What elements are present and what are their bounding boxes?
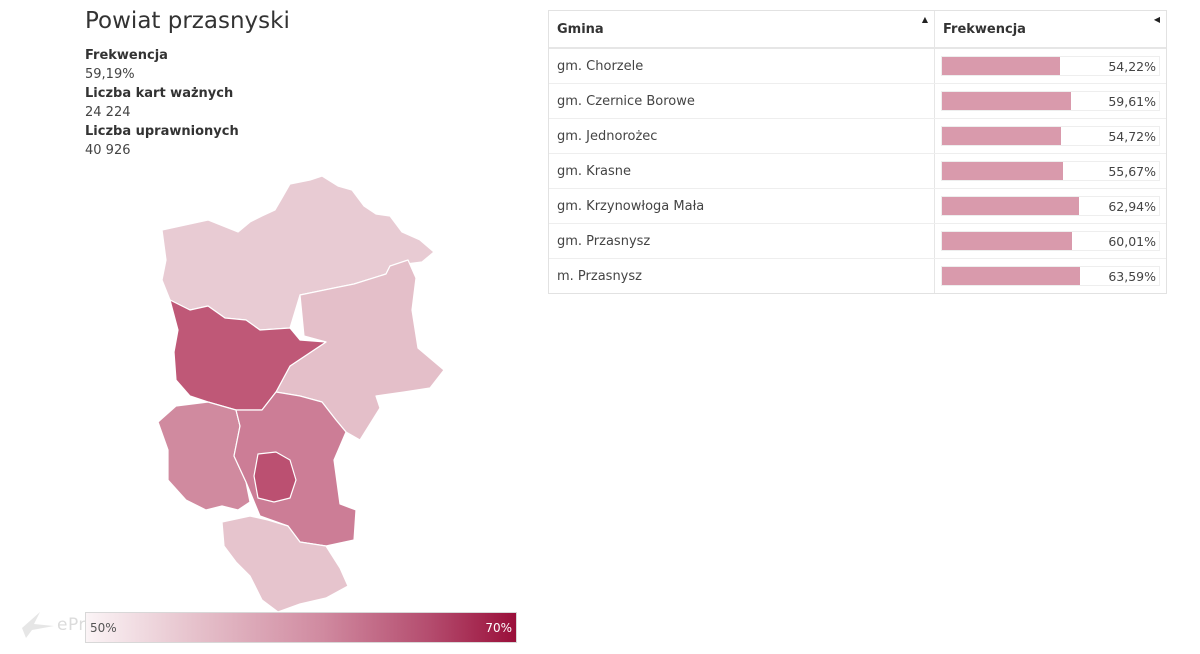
gmina-name: gm. Krasne [549,153,935,189]
turnout-table: Gmina ▲ Frekwencja ◀ gm. Chorzele 54,22%… [548,10,1167,294]
table-header-row: Gmina ▲ Frekwencja ◀ [549,11,1166,49]
color-scale-legend: 50% 70% [85,612,517,643]
turnout-value: 63,59% [1108,269,1156,284]
turnout-value: 54,72% [1108,129,1156,144]
turnout-bar [942,267,1080,285]
turnout-bar-track [941,231,1160,251]
stats-panel: Frekwencja 59,19% Liczba kart ważnych 24… [85,46,239,160]
turnout-cell: 54,72% [934,118,1166,154]
map-region-krzynowloga-mala[interactable] [169,299,327,411]
map-region-m-przasnysz[interactable] [253,451,297,503]
legend-min-label: 50% [90,621,117,635]
table-row[interactable]: gm. Krasne 55,67% [549,153,1166,189]
turnout-bar [942,232,1073,250]
map-region-gm-przasnysz[interactable] [233,391,357,547]
page-title: Powiat przasnyski [85,8,290,34]
turnout-bar [942,197,1079,215]
gmina-name: gm. Czernice Borowe [549,83,935,119]
valid-ballots-label: Liczba kart ważnych [85,86,234,101]
column-header-frekwencja-label: Frekwencja [943,21,1026,37]
table-row[interactable]: gm. Przasnysz 60,01% [549,223,1166,259]
logo-icon [22,612,54,638]
gmina-name: gm. Krzynowłoga Mała [549,188,935,224]
column-header-frekwencja[interactable]: Frekwencja ◀ [934,11,1166,49]
turnout-value: 59,19% [85,67,135,82]
gmina-name: m. Przasnysz [549,258,935,293]
table-row[interactable]: m. Przasnysz 63,59% [549,258,1167,294]
turnout-label: Frekwencja [85,48,168,63]
turnout-value: 62,94% [1108,199,1156,214]
sort-left-icon[interactable]: ◀ [1153,15,1160,24]
turnout-cell: 54,22% [934,48,1166,84]
gmina-name: gm. Jednorożec [549,118,935,154]
table-row[interactable]: gm. Krzynowłoga Mała 62,94% [549,188,1166,224]
turnout-bar [942,57,1060,75]
eligible-voters-label: Liczba uprawnionych [85,124,239,139]
turnout-cell: 55,67% [934,153,1166,189]
table-row[interactable]: gm. Czernice Borowe 59,61% [549,83,1166,119]
turnout-bar-track [941,126,1160,146]
sort-ascending-icon[interactable]: ▲ [921,15,928,24]
turnout-bar-track [941,56,1160,76]
turnout-value: 60,01% [1108,234,1156,249]
turnout-cell: 62,94% [934,188,1166,224]
valid-ballots-value: 24 224 [85,105,131,120]
column-header-gmina-label: Gmina [557,21,604,37]
table-row[interactable]: gm. Chorzele 54,22% [549,48,1166,84]
turnout-value: 59,61% [1108,94,1156,109]
turnout-cell: 63,59% [935,259,1167,294]
eligible-voters-value: 40 926 [85,143,131,158]
turnout-bar-track [941,161,1160,181]
turnout-cell: 60,01% [934,223,1166,259]
turnout-bar-track [941,91,1160,111]
map-region-czernice-borowe[interactable] [221,515,349,613]
table-body: gm. Chorzele 54,22% gm. Czernice Borowe … [549,48,1166,293]
turnout-map [150,170,460,620]
turnout-cell: 59,61% [934,83,1166,119]
turnout-bar-track [941,196,1160,216]
column-header-gmina[interactable]: Gmina ▲ [549,11,935,49]
gmina-name: gm. Przasnysz [549,223,935,259]
turnout-value: 54,22% [1108,59,1156,74]
turnout-bar [942,162,1063,180]
legend-max-label: 70% [485,621,512,635]
gmina-name: gm. Chorzele [549,48,935,84]
turnout-bar [942,92,1072,110]
table-row[interactable]: gm. Jednorożec 54,72% [549,118,1166,154]
turnout-bar [942,127,1061,145]
turnout-bar-track [941,266,1160,286]
turnout-value: 55,67% [1108,164,1156,179]
